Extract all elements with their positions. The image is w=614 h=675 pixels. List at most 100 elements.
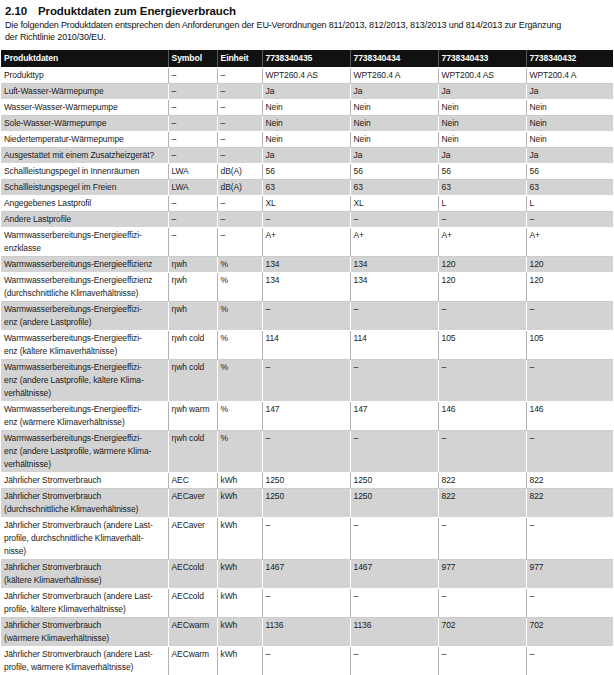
value-cell: –	[350, 431, 438, 473]
value-cell: 105	[526, 331, 613, 360]
symbol-cell: AECwarm	[168, 618, 217, 647]
row-label: Warmwasserbereitungs-Energieeffizi- enz …	[1, 431, 168, 473]
value-cell: –	[438, 431, 526, 473]
value-cell: Ja	[526, 148, 613, 164]
value-cell: 120	[438, 257, 526, 273]
row-label: Jährlicher Stromverbrauch	[1, 473, 168, 489]
value-cell: XL	[262, 196, 350, 212]
value-cell: –	[262, 431, 350, 473]
value-cell: –	[526, 302, 613, 331]
value-cell: 822	[438, 473, 526, 489]
table-row: Jährlicher Stromverbrauch (andere Last- …	[1, 518, 613, 560]
row-label: Warmwasserbereitungs-Energieeffizi- enz …	[1, 331, 168, 360]
symbol-cell: ηwh cold	[168, 360, 217, 402]
table-row: Warmwasserbereitungs-Energieeffizi- enz …	[1, 360, 613, 402]
row-label: Warmwasserbereitungs-Energieeffizi- enzk…	[1, 228, 168, 257]
table-row: Warmwasserbereitungs-Energieeffizi- enz …	[1, 302, 613, 331]
value-cell: 1250	[350, 473, 438, 489]
value-cell: A+	[438, 228, 526, 257]
symbol-cell: ηwh	[168, 273, 217, 302]
value-cell: Ja	[526, 84, 613, 100]
row-label: Warmwasserbereitungs-Energieeffizi- enz …	[1, 302, 168, 331]
value-cell: 702	[526, 618, 613, 647]
row-label: Schallleistungspegel im Freien	[1, 180, 168, 196]
symbol-cell: ηwh cold	[168, 431, 217, 473]
value-cell: 1467	[262, 560, 350, 589]
value-cell: 114	[262, 331, 350, 360]
symbol-cell: AECcold	[168, 589, 217, 618]
value-cell: 146	[438, 402, 526, 431]
value-cell: –	[350, 302, 438, 331]
column-header-part-number-2: 7738340434	[350, 50, 438, 68]
value-cell: Ja	[438, 84, 526, 100]
row-label: Jährlicher Stromverbrauch (andere Last- …	[1, 518, 168, 560]
table-row: Sole-Wasser-Wärmepumpe––NeinNeinNeinNein	[1, 116, 613, 132]
row-label: Niedertemperatur-Wärmepumpe	[1, 132, 168, 148]
value-cell: L	[438, 196, 526, 212]
value-cell: A+	[526, 228, 613, 257]
row-label: Ausgestattet mit einem Zusatzheizgerät?	[1, 148, 168, 164]
unit-cell: kWh	[217, 647, 262, 675]
row-label: Warmwasserbereitungs-Energieeffizienz (d…	[1, 273, 168, 302]
row-label: Jährlicher Stromverbrauch (andere Last- …	[1, 647, 168, 675]
symbol-cell: ηwh	[168, 257, 217, 273]
value-cell: 63	[438, 180, 526, 196]
value-cell: 120	[526, 273, 613, 302]
symbol-cell: AECaver	[168, 489, 217, 518]
row-label: Warmwasserbereitungs-Energieeffizi- enz …	[1, 360, 168, 402]
value-cell: Nein	[262, 132, 350, 148]
value-cell: WPT200.4 A	[526, 68, 613, 84]
value-cell: 134	[350, 273, 438, 302]
value-cell: Nein	[262, 116, 350, 132]
table-row: Warmwasserbereitungs-Energieeffizi- enz …	[1, 431, 613, 473]
value-cell: 134	[350, 257, 438, 273]
value-cell: –	[526, 589, 613, 618]
value-cell: –	[438, 360, 526, 402]
unit-cell: –	[217, 116, 262, 132]
symbol-cell: ηwh warm	[168, 402, 217, 431]
table-row: Wasser-Wasser-Wärmepumpe––NeinNeinNeinNe…	[1, 100, 613, 116]
value-cell: –	[438, 518, 526, 560]
row-label: Sole-Wasser-Wärmepumpe	[1, 116, 168, 132]
value-cell: –	[350, 647, 438, 675]
symbol-cell: LWA	[168, 180, 217, 196]
row-label: Jährlicher Stromverbrauch (kältere Klima…	[1, 560, 168, 589]
symbol-cell: ηwh	[168, 302, 217, 331]
unit-cell: %	[217, 257, 262, 273]
value-cell: 822	[526, 473, 613, 489]
table-row: Warmwasserbereitungs-Energieeffizienz (d…	[1, 273, 613, 302]
value-cell: –	[262, 360, 350, 402]
value-cell: –	[526, 360, 613, 402]
value-cell: Nein	[526, 116, 613, 132]
table-row: Jährlicher Stromverbrauch (kältere Klima…	[1, 560, 613, 589]
value-cell: 1136	[350, 618, 438, 647]
table-row: Jährlicher StromverbrauchAECkWh125012508…	[1, 473, 613, 489]
row-label: Produkttyp	[1, 68, 168, 84]
symbol-cell: –	[168, 212, 217, 228]
symbol-cell: AECaver	[168, 518, 217, 560]
symbol-cell: –	[168, 228, 217, 257]
column-header-part-number-1: 7738340435	[262, 50, 350, 68]
table-row: Luft-Wasser-Wärmepumpe––JaJaJaJa	[1, 84, 613, 100]
value-cell: Ja	[262, 148, 350, 164]
symbol-cell: –	[168, 68, 217, 84]
row-label: Warmwasserbereitungs-Energieeffizi- enz …	[1, 402, 168, 431]
value-cell: –	[438, 647, 526, 675]
value-cell: WPT260.4 A	[350, 68, 438, 84]
unit-cell: –	[217, 228, 262, 257]
value-cell: 63	[350, 180, 438, 196]
table-row: Warmwasserbereitungs-Energieeffizi- enz …	[1, 331, 613, 360]
value-cell: –	[262, 647, 350, 675]
value-cell: 56	[526, 164, 613, 180]
row-label: Jährlicher Stromverbrauch (wärmere Klima…	[1, 618, 168, 647]
column-header-produktdaten: Produktdaten	[1, 50, 168, 68]
section-number: 2.10	[5, 5, 38, 17]
unit-cell: %	[217, 302, 262, 331]
unit-cell: –	[217, 68, 262, 84]
value-cell: Nein	[526, 132, 613, 148]
unit-cell: –	[217, 84, 262, 100]
value-cell: Nein	[350, 132, 438, 148]
value-cell: –	[438, 302, 526, 331]
value-cell: 977	[438, 560, 526, 589]
value-cell: 63	[262, 180, 350, 196]
